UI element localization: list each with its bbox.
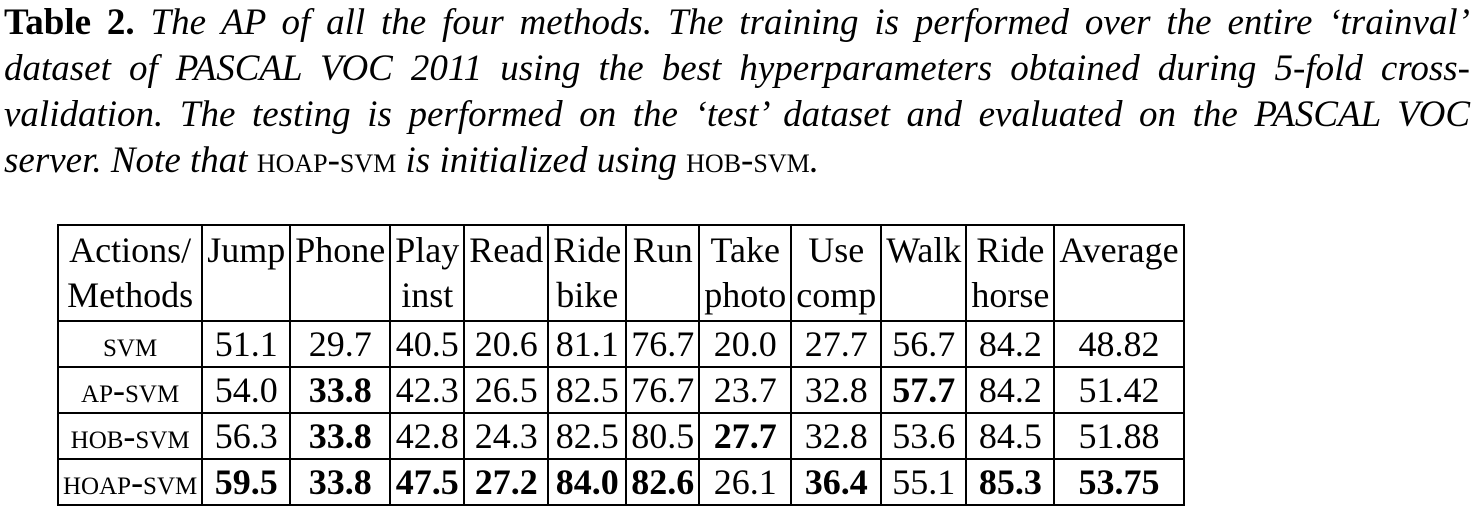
column-header: Jump xyxy=(201,224,292,322)
column-header: Play inst xyxy=(389,224,466,322)
column-header-line2 xyxy=(207,273,285,318)
value-cell: 54.0 xyxy=(201,366,292,414)
column-header-line1: Walk xyxy=(886,230,962,270)
value-cell: 26.1 xyxy=(698,458,793,506)
caption-text: The AP of all the four methods. The trai… xyxy=(4,2,1471,181)
value-cell: 84.5 xyxy=(965,412,1056,460)
value-cell: 23.7 xyxy=(698,366,793,414)
table-row: hoap-svm 59.5 33.8 47.5 27.2 84.0 82.6 26.1 36.4… xyxy=(56,458,1185,506)
value-cell: 29.7 xyxy=(289,320,392,368)
column-header-line1: Jump xyxy=(207,230,286,270)
column-header: Use comp xyxy=(790,224,883,322)
table-caption: Table 2. The AP of all the four methods.… xyxy=(4,0,1470,184)
column-header-line2 xyxy=(295,273,385,318)
column-header: Take photo xyxy=(698,224,793,322)
column-header: Read xyxy=(463,224,550,322)
column-header: Average xyxy=(1053,224,1185,322)
column-header-line2: inst xyxy=(401,275,454,315)
column-header-line2 xyxy=(1059,273,1178,318)
caption-text-middle: is initialized using xyxy=(396,140,687,181)
value-cell: 20.0 xyxy=(698,320,793,368)
value-cell: 56.3 xyxy=(201,412,292,460)
column-header: Walk xyxy=(880,224,968,322)
value-cell: 84.0 xyxy=(547,458,628,506)
caption-method-hoap: hoap-svm xyxy=(256,140,397,181)
value-cell: 33.8 xyxy=(289,458,392,506)
column-header-line2: bike xyxy=(556,275,619,315)
value-cell: 51.1 xyxy=(201,320,292,368)
method-name-cell: ap-svm xyxy=(56,366,204,414)
value-cell: 59.5 xyxy=(201,458,292,506)
value-cell: 80.5 xyxy=(625,412,701,460)
value-cell: 42.3 xyxy=(389,366,466,414)
value-cell: 56.7 xyxy=(880,320,968,368)
column-header: Actions/Methods xyxy=(56,224,204,322)
value-cell: 26.5 xyxy=(463,366,550,414)
column-header: Phone xyxy=(289,224,392,322)
column-header-line2: comp xyxy=(796,275,877,315)
column-header-line1: Take xyxy=(710,230,780,270)
column-header: Ride horse xyxy=(965,224,1056,322)
value-cell: 32.8 xyxy=(790,412,883,460)
value-cell: 84.2 xyxy=(965,366,1056,414)
column-header-line1: Actions/ xyxy=(69,230,192,270)
column-header: Run xyxy=(625,224,701,322)
value-cell: 51.88 xyxy=(1053,412,1185,460)
value-cell: 84.2 xyxy=(965,320,1056,368)
value-cell: 27.7 xyxy=(698,412,793,460)
table-row: ap-svm 54.0 33.8 42.3 26.5 82.5 76.7 23.7 32.8 57… xyxy=(56,366,1185,414)
table-row: svm 51.1 29.7 40.5 20.6 81.1 76.7 20.0 27.7 56.7 8… xyxy=(56,320,1185,368)
column-header-line2 xyxy=(469,273,543,318)
caption-label: Table 2. xyxy=(4,2,135,43)
column-header-line1: Average xyxy=(1059,230,1179,270)
value-cell: 33.8 xyxy=(289,412,392,460)
value-cell: 85.3 xyxy=(965,458,1056,506)
column-header-line2 xyxy=(886,273,961,318)
value-cell: 53.75 xyxy=(1053,458,1185,506)
column-header-line1: Read xyxy=(469,230,544,270)
table-body: svm 51.1 29.7 40.5 20.6 81.1 76.7 20.0 27.7 56.7 8… xyxy=(56,320,1185,506)
value-cell: 51.42 xyxy=(1053,366,1185,414)
column-header-line1: Play xyxy=(395,230,460,270)
column-header-line1: Use xyxy=(808,230,865,270)
column-header-line2: horse xyxy=(971,275,1050,315)
method-name-cell: svm xyxy=(56,320,204,368)
value-cell: 76.7 xyxy=(625,320,701,368)
value-cell: 36.4 xyxy=(790,458,883,506)
value-cell: 81.1 xyxy=(547,320,628,368)
column-header-line2: photo xyxy=(704,275,787,315)
table-header: Actions/Methods Jump Phone Play inst Read R… xyxy=(56,224,1185,322)
column-header-line2: Methods xyxy=(67,275,194,315)
value-cell: 76.7 xyxy=(625,366,701,414)
value-cell: 24.3 xyxy=(463,412,550,460)
table-row: hob-svm 56.3 33.8 42.8 24.3 82.5 80.5 27.7 32.8 5… xyxy=(56,412,1185,460)
column-header-line1: Ride xyxy=(976,230,1045,270)
value-cell: 57.7 xyxy=(880,366,968,414)
value-cell: 33.8 xyxy=(289,366,392,414)
value-cell: 82.5 xyxy=(547,366,628,414)
value-cell: 82.6 xyxy=(625,458,701,506)
value-cell: 42.8 xyxy=(389,412,466,460)
method-name-cell: hoap-svm xyxy=(56,458,204,506)
value-cell: 27.7 xyxy=(790,320,883,368)
caption-method-hob: hob-svm xyxy=(686,140,810,181)
value-cell: 32.8 xyxy=(790,366,883,414)
column-header: Ride bike xyxy=(547,224,628,322)
method-name-cell: hob-svm xyxy=(56,412,204,460)
value-cell: 82.5 xyxy=(547,412,628,460)
column-header-line2 xyxy=(631,273,694,318)
column-header-line1: Ride xyxy=(553,230,622,270)
value-cell: 53.6 xyxy=(880,412,968,460)
value-cell: 40.5 xyxy=(389,320,466,368)
column-header-line1: Phone xyxy=(295,230,386,270)
column-header-line1: Run xyxy=(632,230,693,270)
value-cell: 20.6 xyxy=(463,320,550,368)
value-cell: 48.82 xyxy=(1053,320,1185,368)
value-cell: 47.5 xyxy=(389,458,466,506)
value-cell: 55.1 xyxy=(880,458,968,506)
value-cell: 27.2 xyxy=(463,458,550,506)
results-table: Actions/Methods Jump Phone Play inst Read R… xyxy=(56,224,1185,506)
header-row: Actions/Methods Jump Phone Play inst Read R… xyxy=(56,224,1185,322)
caption-text-end: . xyxy=(809,140,819,181)
